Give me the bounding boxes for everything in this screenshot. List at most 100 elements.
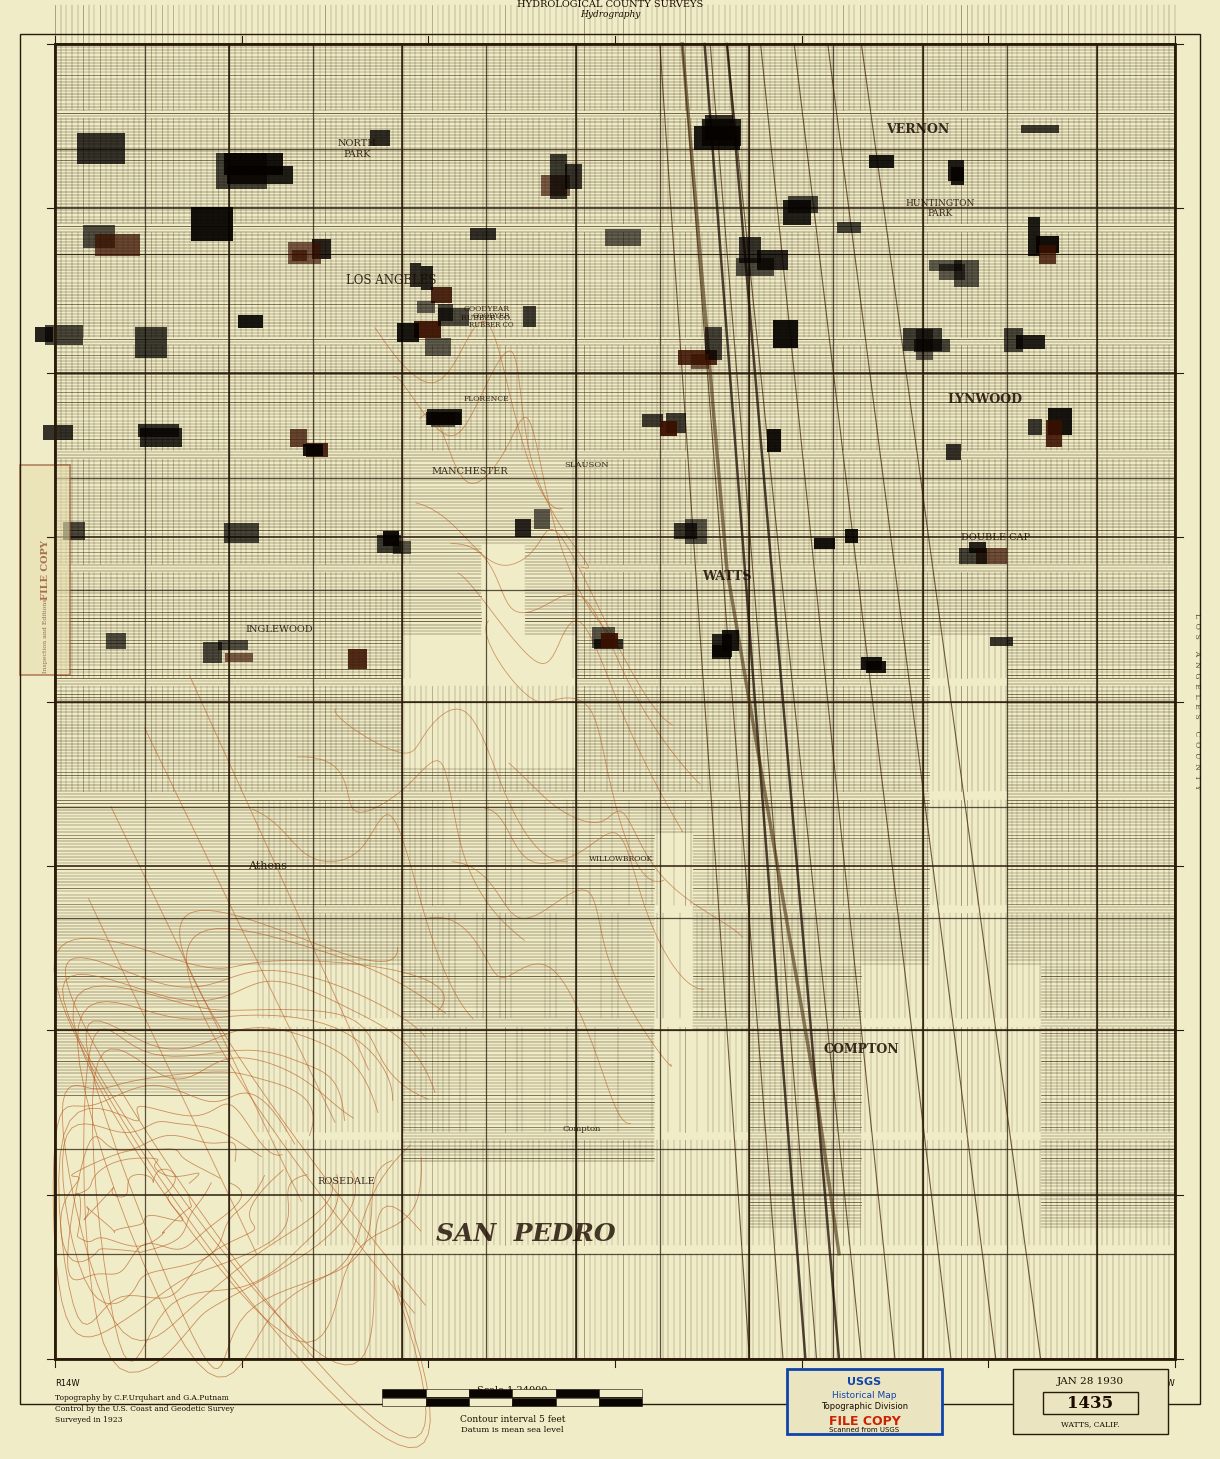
Bar — [304, 444, 323, 457]
Bar — [787, 1369, 942, 1434]
Bar — [976, 549, 1006, 563]
Bar — [599, 1398, 643, 1406]
Text: L  O  S     A  N  G  E  L  E  S     C  O  U  N  T  Y: L O S A N G E L E S C O U N T Y — [1193, 613, 1200, 789]
Bar — [512, 1389, 556, 1398]
Bar — [684, 519, 708, 544]
Bar — [534, 509, 550, 528]
Bar — [866, 661, 886, 673]
Bar — [642, 414, 662, 427]
Bar — [954, 260, 978, 287]
Text: Control by the U.S. Coast and Geodetic Survey: Control by the U.S. Coast and Geodetic S… — [55, 1405, 234, 1412]
Bar — [427, 413, 461, 425]
Text: SLAUSON: SLAUSON — [565, 461, 609, 468]
Bar — [312, 239, 331, 258]
Bar — [1039, 245, 1055, 264]
Bar — [45, 325, 83, 346]
Bar — [288, 242, 321, 264]
Text: Datum is mean sea level: Datum is mean sea level — [461, 1425, 564, 1434]
Text: VERNON: VERNON — [886, 123, 949, 136]
Bar — [218, 641, 249, 649]
Text: Topography by C.F.Urquhart and G.A.Putnam: Topography by C.F.Urquhart and G.A.Putna… — [55, 1393, 229, 1402]
Bar — [227, 166, 293, 184]
Bar — [238, 315, 262, 328]
Bar — [1036, 236, 1059, 254]
Bar — [426, 1398, 468, 1406]
Text: Hydrography: Hydrography — [580, 10, 640, 19]
Text: Compton: Compton — [562, 1125, 600, 1132]
Text: DOUBLE CAP: DOUBLE CAP — [961, 533, 1031, 541]
Bar — [593, 627, 615, 648]
Bar — [468, 1389, 512, 1398]
Bar — [1004, 328, 1024, 352]
Bar — [438, 308, 470, 325]
Text: Inspection and Editions: Inspection and Editions — [43, 598, 48, 673]
Text: Athens: Athens — [249, 861, 287, 871]
Bar — [396, 324, 418, 341]
Bar — [410, 263, 421, 287]
Bar — [106, 633, 126, 649]
Bar — [223, 524, 259, 543]
Bar — [947, 444, 961, 460]
Bar — [783, 200, 811, 225]
Bar — [1028, 216, 1039, 255]
Bar — [438, 305, 453, 321]
Bar — [63, 522, 85, 540]
Bar — [468, 1398, 512, 1406]
Text: COMPTON: COMPTON — [824, 1043, 899, 1056]
Text: NORTH
PARK: NORTH PARK — [338, 140, 377, 159]
Bar — [1047, 420, 1063, 446]
Text: HYDROLOGICAL COUNTY SURVEYS: HYDROLOGICAL COUNTY SURVEYS — [517, 0, 703, 9]
Text: ROSEDALE: ROSEDALE — [317, 1177, 375, 1186]
Bar — [542, 175, 570, 197]
Bar — [694, 125, 739, 150]
Bar — [660, 422, 677, 436]
Bar — [705, 115, 733, 140]
Bar — [666, 413, 686, 433]
Bar — [814, 537, 836, 550]
Bar — [772, 320, 798, 347]
Text: Scale 1:24000: Scale 1:24000 — [477, 1386, 548, 1395]
Text: WATTS, CALIF.: WATTS, CALIF. — [1061, 1420, 1119, 1428]
Bar — [20, 465, 70, 676]
Bar — [425, 338, 451, 356]
Bar — [788, 197, 819, 213]
Bar — [1016, 334, 1046, 349]
Text: FILE COPY: FILE COPY — [40, 540, 50, 600]
Text: MANCHESTER: MANCHESTER — [431, 467, 508, 476]
Bar — [556, 1398, 599, 1406]
Bar — [192, 207, 233, 241]
Bar — [348, 649, 367, 668]
Bar — [393, 541, 411, 554]
Text: R13W: R13W — [1150, 1379, 1175, 1388]
Bar — [427, 409, 462, 425]
Bar — [1021, 124, 1059, 133]
Bar — [383, 531, 399, 546]
Bar — [83, 225, 115, 248]
Bar — [293, 251, 307, 261]
Text: Contour interval 5 feet: Contour interval 5 feet — [460, 1415, 565, 1424]
Bar — [969, 541, 986, 553]
Bar — [377, 535, 400, 553]
Text: FILE COPY: FILE COPY — [828, 1415, 900, 1428]
Bar — [736, 258, 773, 276]
Bar — [703, 118, 741, 146]
Bar — [1013, 1369, 1168, 1434]
Bar — [844, 530, 858, 543]
Bar — [414, 321, 442, 338]
Text: Surveyed in 1923: Surveyed in 1923 — [55, 1417, 123, 1424]
Bar — [431, 287, 453, 303]
Bar — [135, 327, 166, 359]
Text: WATTS: WATTS — [703, 570, 752, 584]
Bar — [550, 155, 566, 200]
Bar — [43, 425, 73, 441]
Bar — [712, 633, 732, 657]
Bar — [952, 168, 964, 185]
Text: LOS ANGELES: LOS ANGELES — [345, 274, 437, 287]
Bar — [35, 327, 52, 341]
Bar — [431, 413, 455, 427]
Text: FLORENCE: FLORENCE — [464, 395, 509, 403]
Text: HUNTINGTON
PARK: HUNTINGTON PARK — [905, 198, 975, 217]
Bar — [382, 1389, 426, 1398]
Bar — [95, 233, 140, 255]
Bar — [290, 429, 306, 446]
